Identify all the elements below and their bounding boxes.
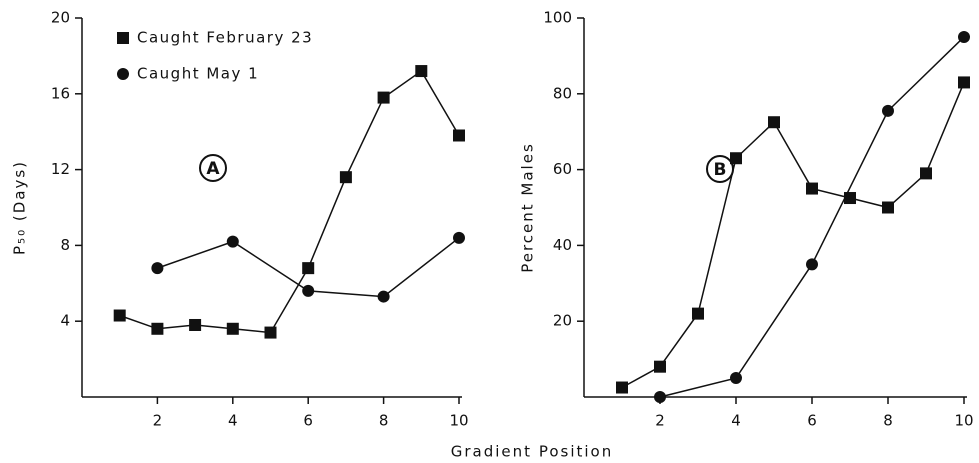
square-marker: [616, 381, 628, 394]
series-line: [621, 82, 965, 389]
y-tick-label: 40: [553, 236, 572, 254]
y-axis-label: Percent Males: [519, 142, 537, 273]
x-tick-label: 2: [655, 412, 665, 430]
x-axis-label: Gradient Position: [451, 443, 613, 461]
circle-marker: [958, 30, 970, 43]
legend-marker: [117, 32, 129, 44]
x-tick-label: 2: [153, 412, 163, 430]
square-marker: [113, 309, 126, 322]
y-tick-label: 20: [51, 9, 70, 27]
series-line: [119, 69, 460, 334]
annotation: A: [206, 159, 220, 179]
x-tick-label: 4: [731, 412, 741, 430]
x-tick-label: 6: [807, 412, 817, 430]
square-marker: [730, 152, 742, 165]
square-marker: [264, 326, 277, 339]
square-marker: [844, 192, 856, 205]
square-marker: [920, 167, 932, 180]
y-tick-label: 16: [51, 84, 70, 102]
x-tick-label: 8: [883, 412, 893, 430]
circle-marker: [226, 235, 239, 248]
square-marker: [692, 307, 704, 320]
square-marker: [377, 91, 390, 104]
y-tick-label: 4: [60, 312, 70, 330]
x-tick-label: 10: [449, 412, 468, 430]
circle-marker: [654, 391, 666, 403]
x-tick-label: 8: [379, 412, 389, 430]
circle-marker: [151, 262, 164, 275]
y-tick-label: 80: [553, 84, 572, 102]
circle-marker: [377, 290, 390, 303]
y-tick-label: 12: [51, 160, 70, 178]
x-tick-label: 10: [954, 412, 973, 430]
circle-marker: [302, 284, 315, 297]
legend-label: Caught May 1: [137, 65, 259, 83]
circle-marker: [806, 258, 818, 271]
y-axis-label: P₅₀ (Days): [11, 160, 29, 255]
square-marker: [768, 116, 780, 129]
square-marker: [806, 182, 818, 195]
y-tick-label: 8: [60, 236, 70, 254]
x-tick-label: 4: [228, 412, 238, 430]
square-marker: [882, 201, 894, 214]
legend-marker: [117, 68, 129, 80]
y-tick-label: 100: [543, 9, 572, 27]
series-line: [659, 36, 965, 398]
square-marker: [151, 322, 164, 335]
circle-marker: [453, 231, 465, 244]
circle-marker: [882, 104, 894, 117]
square-marker: [226, 322, 239, 335]
x-tick-label: 6: [303, 412, 313, 430]
square-marker: [654, 360, 666, 373]
square-marker: [958, 76, 970, 89]
legend-label: Caught February 23: [137, 29, 313, 47]
square-marker: [415, 65, 428, 78]
y-tick-label: 60: [553, 160, 572, 178]
square-marker: [189, 318, 202, 331]
square-marker: [453, 129, 465, 142]
annotation: B: [714, 160, 727, 180]
circle-marker: [730, 372, 742, 385]
y-tick-label: 20: [553, 312, 572, 330]
square-marker: [302, 262, 315, 275]
square-marker: [339, 171, 352, 184]
annotation-circle: [199, 154, 227, 182]
